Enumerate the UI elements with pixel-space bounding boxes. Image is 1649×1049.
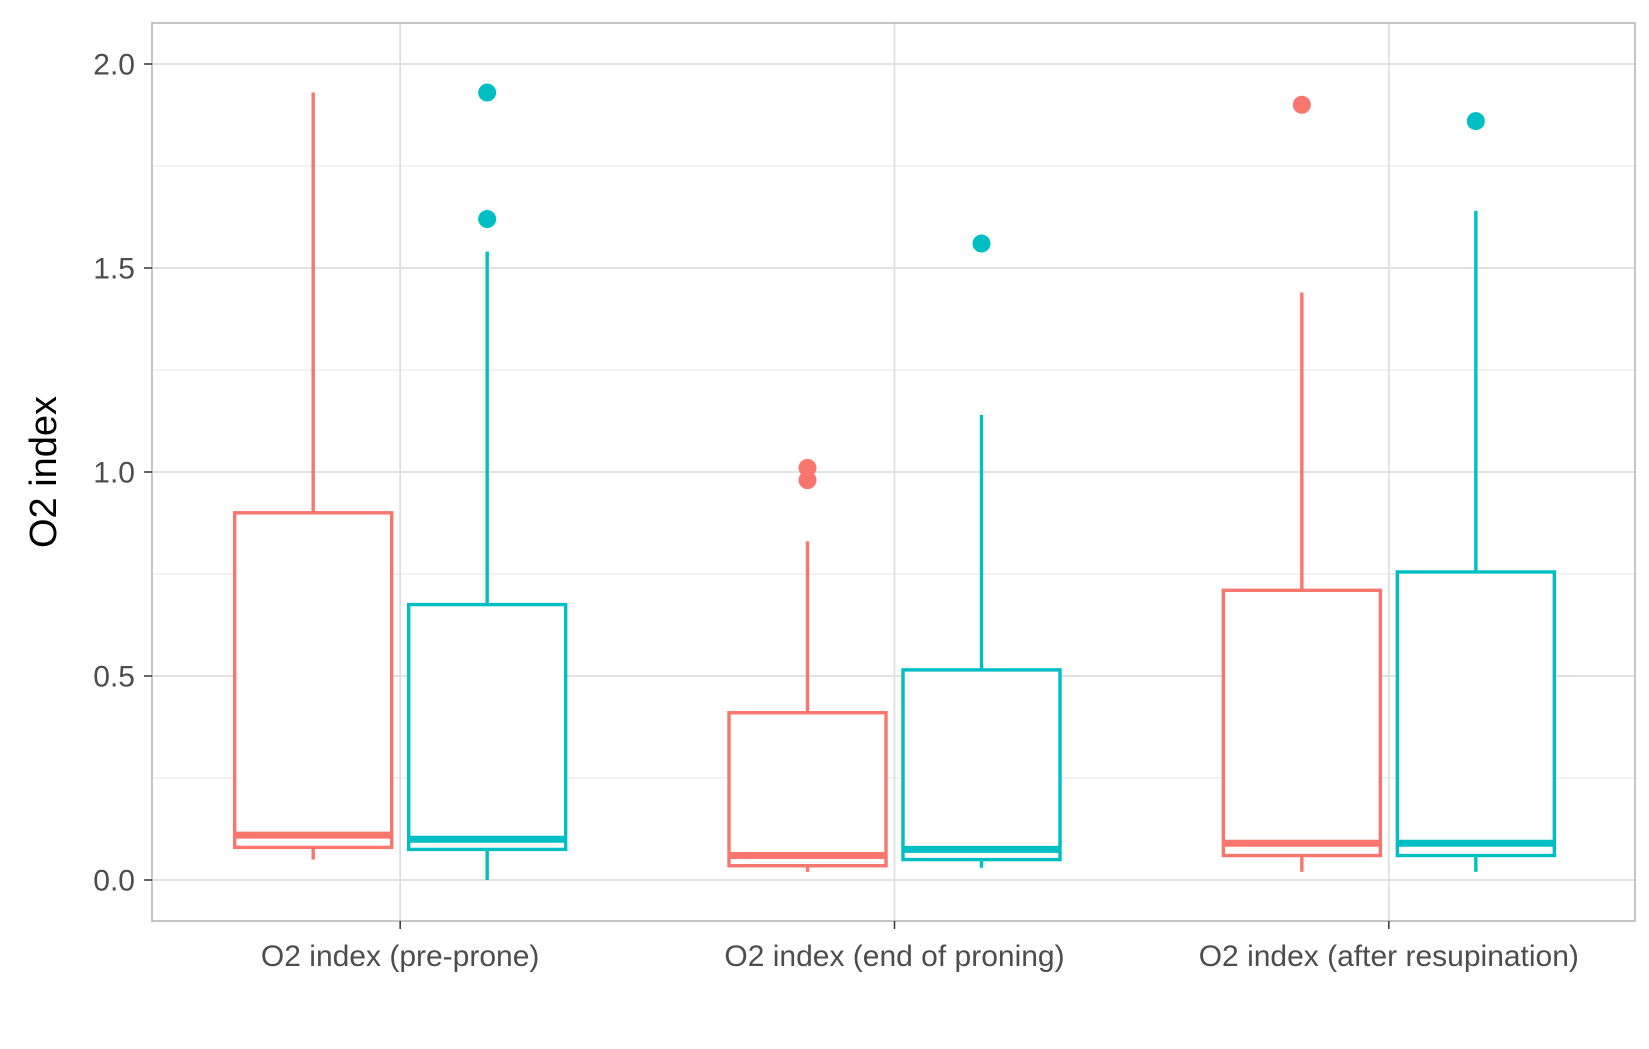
iqr-box xyxy=(406,602,568,852)
iqr-box xyxy=(727,711,888,868)
y-tick-label: 2.0 xyxy=(93,49,135,82)
boxes xyxy=(232,83,1557,880)
x-axis: O2 index (pre-prone) O2 index (end of pro… xyxy=(261,921,1579,973)
iqr-box xyxy=(232,511,394,850)
iqr-box xyxy=(1221,588,1383,858)
y-axis: 0.0 0.5 1.0 1.5 2.0 xyxy=(93,49,152,898)
box-group xyxy=(1395,112,1557,872)
outlier-point xyxy=(798,471,817,490)
x-tick-label: O2 index (after resupination) xyxy=(1199,940,1579,973)
outlier-point xyxy=(1466,112,1485,131)
box-group xyxy=(406,83,568,880)
iqr-box xyxy=(901,668,1062,862)
box-group xyxy=(727,458,888,872)
outlier-point xyxy=(972,234,991,253)
y-tick-label: 1.5 xyxy=(93,253,135,286)
outlier-point xyxy=(1292,95,1311,114)
outlier-point xyxy=(478,83,497,102)
box-group xyxy=(901,234,1062,868)
x-tick-label: O2 index (end of proning) xyxy=(724,940,1064,973)
y-tick-label: 0.0 xyxy=(93,865,135,898)
iqr-box xyxy=(1395,570,1557,858)
x-tick-label: O2 index (pre-prone) xyxy=(261,940,539,973)
box-group xyxy=(1221,95,1383,872)
grid-lines xyxy=(152,23,1635,921)
y-tick-label: 1.0 xyxy=(93,457,135,490)
y-tick-label: 0.5 xyxy=(93,661,135,694)
outlier-point xyxy=(478,210,497,229)
y-axis-title: O2 index xyxy=(23,396,65,548)
box-group xyxy=(232,92,394,860)
